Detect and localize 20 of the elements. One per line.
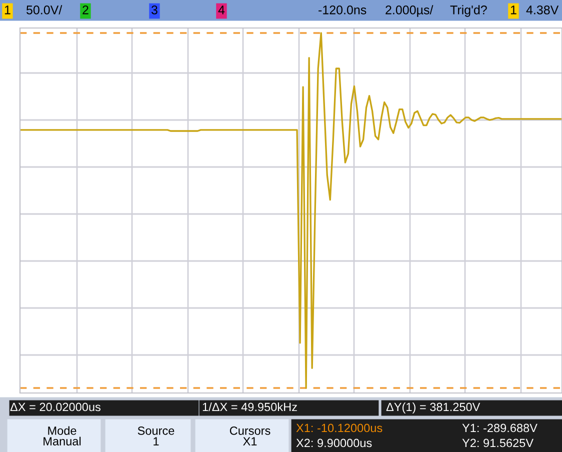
text: 1 bbox=[4, 6, 10, 14]
text: 1 bbox=[510, 6, 516, 14]
source-note: Source 1 bbox=[138, 426, 174, 446]
text: ΔX = 20.02000us bbox=[10, 402, 100, 412]
text: Y1: -289.688V bbox=[462, 424, 538, 432]
text: -120.0ns bbox=[318, 6, 366, 14]
text: 1/ΔX = 49.950kHz bbox=[202, 402, 297, 412]
text: Trig'd? bbox=[450, 5, 487, 17]
text: 2 bbox=[82, 6, 88, 14]
text: Cursors X1 bbox=[230, 426, 270, 446]
text: 50.0V/ bbox=[26, 5, 62, 14]
text: X1: -10.12000us bbox=[296, 424, 382, 432]
text: Y2: 91.5625V bbox=[462, 438, 534, 448]
text: 3 bbox=[151, 6, 158, 14]
text: 4.38V bbox=[526, 6, 559, 14]
text: X2: 9.90000us bbox=[296, 438, 372, 448]
text: 4 bbox=[218, 6, 225, 14]
text: 2.000µs/ bbox=[386, 5, 434, 17]
text: ΔY(1) = 381.250V bbox=[386, 402, 480, 414]
text: Mode Manual bbox=[44, 426, 81, 446]
